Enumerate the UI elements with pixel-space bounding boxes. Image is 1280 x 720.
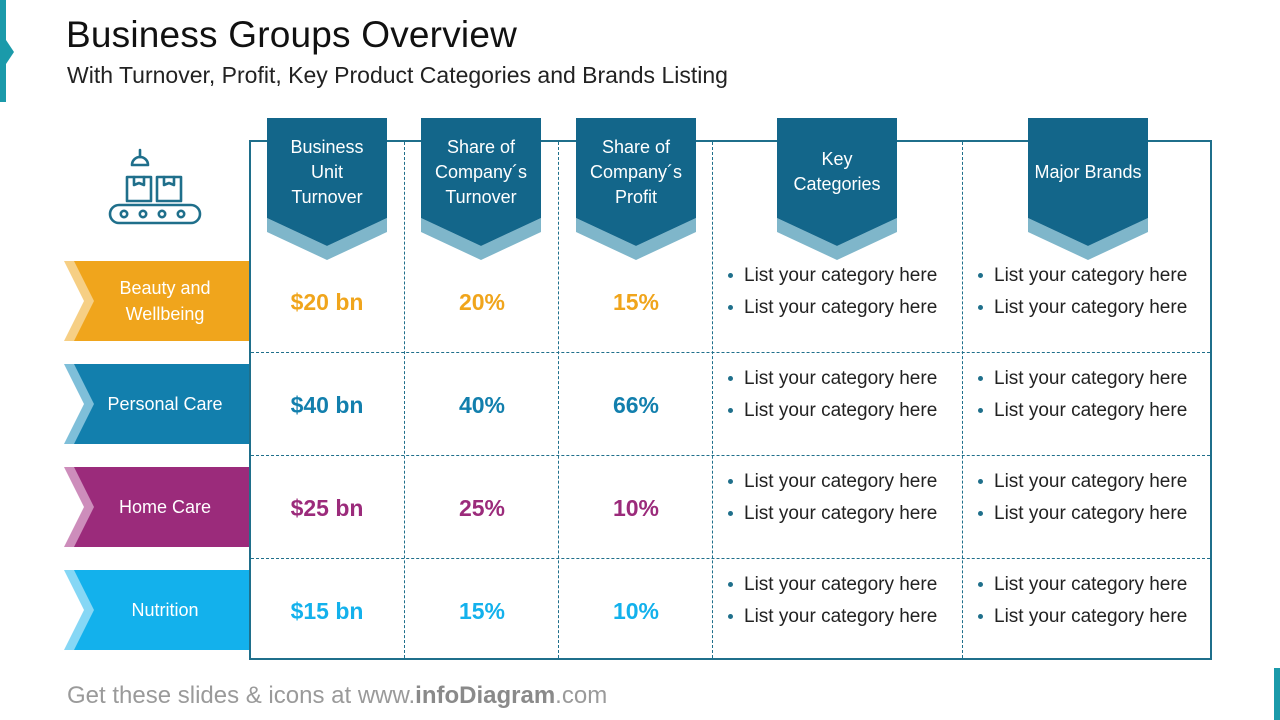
list-item: List your category here bbox=[976, 601, 1187, 633]
share-turnover-value: 40% bbox=[458, 392, 506, 418]
column-divider bbox=[404, 142, 405, 658]
share-profit-value: 10% bbox=[612, 495, 660, 521]
turnover-value: $40 bn bbox=[290, 392, 364, 418]
list-item: List your category here bbox=[726, 363, 937, 395]
header-label: Share of Company´s Profit bbox=[589, 136, 683, 207]
share-turnover-value: 20% bbox=[458, 289, 506, 315]
header-business-unit-turnover: Business Unit Turnover bbox=[267, 118, 387, 260]
key-categories-list: List your category here List your catego… bbox=[726, 260, 937, 324]
footer-brand: infoDiagram bbox=[415, 682, 556, 709]
list-item: List your category here bbox=[976, 292, 1187, 324]
list-item: List your category here bbox=[726, 260, 937, 292]
key-categories-list: List your category here List your catego… bbox=[726, 363, 937, 427]
header-major-brands: Major Brands bbox=[1028, 118, 1148, 260]
row-label-home-care: Home Care bbox=[64, 467, 249, 547]
share-profit-value: 66% bbox=[612, 392, 660, 418]
conveyor-boxes-icon bbox=[108, 148, 202, 225]
row-label-text: Personal Care bbox=[107, 394, 223, 414]
list-item: List your category here bbox=[976, 498, 1187, 530]
key-categories-list: List your category here List your catego… bbox=[726, 569, 937, 633]
list-item: List your category here bbox=[726, 601, 937, 633]
footer-prefix: Get these slides & icons at www. bbox=[67, 682, 416, 709]
list-item: List your category here bbox=[726, 395, 937, 427]
header-label: Key Categories bbox=[793, 149, 881, 194]
header-key-categories: Key Categories bbox=[777, 118, 897, 260]
row-label-text: Beauty and Wellbeing bbox=[119, 278, 211, 324]
row-label-text: Nutrition bbox=[131, 600, 199, 620]
left-accent-notch bbox=[6, 40, 14, 64]
row-label-beauty-wellbeing: Beauty and Wellbeing bbox=[64, 261, 249, 341]
footer-suffix: .com bbox=[555, 682, 608, 709]
major-brands-list: List your category here List your catego… bbox=[976, 569, 1187, 633]
key-categories-list: List your category here List your catego… bbox=[726, 466, 937, 530]
page-title: Business Groups Overview bbox=[66, 14, 518, 55]
list-item: List your category here bbox=[726, 498, 937, 530]
page-subtitle: With Turnover, Profit, Key Product Categ… bbox=[67, 62, 728, 88]
list-item: List your category here bbox=[976, 569, 1187, 601]
column-divider bbox=[962, 142, 963, 658]
row-divider bbox=[251, 558, 1210, 559]
share-turnover-value: 25% bbox=[458, 495, 506, 521]
turnover-value: $20 bn bbox=[290, 289, 364, 315]
left-accent-bar bbox=[0, 0, 6, 102]
row-divider bbox=[251, 455, 1210, 456]
list-item: List your category here bbox=[726, 292, 937, 324]
data-table-frame bbox=[249, 140, 1212, 660]
row-label-nutrition: Nutrition bbox=[64, 570, 249, 650]
row-divider bbox=[251, 352, 1210, 353]
list-item: List your category here bbox=[976, 260, 1187, 292]
share-profit-value: 15% bbox=[612, 289, 660, 315]
list-item: List your category here bbox=[976, 363, 1187, 395]
row-label-personal-care: Personal Care bbox=[64, 364, 249, 444]
column-divider bbox=[558, 142, 559, 658]
corner-accent-bar bbox=[1274, 668, 1280, 720]
list-item: List your category here bbox=[976, 466, 1187, 498]
major-brands-list: List your category here List your catego… bbox=[976, 363, 1187, 427]
header-label: Business Unit Turnover bbox=[290, 136, 364, 207]
header-share-turnover: Share of Company´s Turnover bbox=[421, 118, 541, 260]
major-brands-list: List your category here List your catego… bbox=[976, 260, 1187, 324]
footer-credit[interactable]: Get these slides & icons at www.infoDiag… bbox=[67, 682, 607, 710]
row-label-text: Home Care bbox=[118, 497, 212, 517]
header-label: Share of Company´s Turnover bbox=[434, 136, 528, 207]
header-label: Major Brands bbox=[1034, 161, 1142, 182]
share-profit-value: 10% bbox=[612, 598, 660, 624]
header-share-profit: Share of Company´s Profit bbox=[576, 118, 696, 260]
column-divider bbox=[712, 142, 713, 658]
turnover-value: $25 bn bbox=[290, 495, 364, 521]
list-item: List your category here bbox=[726, 569, 937, 601]
major-brands-list: List your category here List your catego… bbox=[976, 466, 1187, 530]
list-item: List your category here bbox=[726, 466, 937, 498]
share-turnover-value: 15% bbox=[458, 598, 506, 624]
turnover-value: $15 bn bbox=[290, 598, 364, 624]
list-item: List your category here bbox=[976, 395, 1187, 427]
